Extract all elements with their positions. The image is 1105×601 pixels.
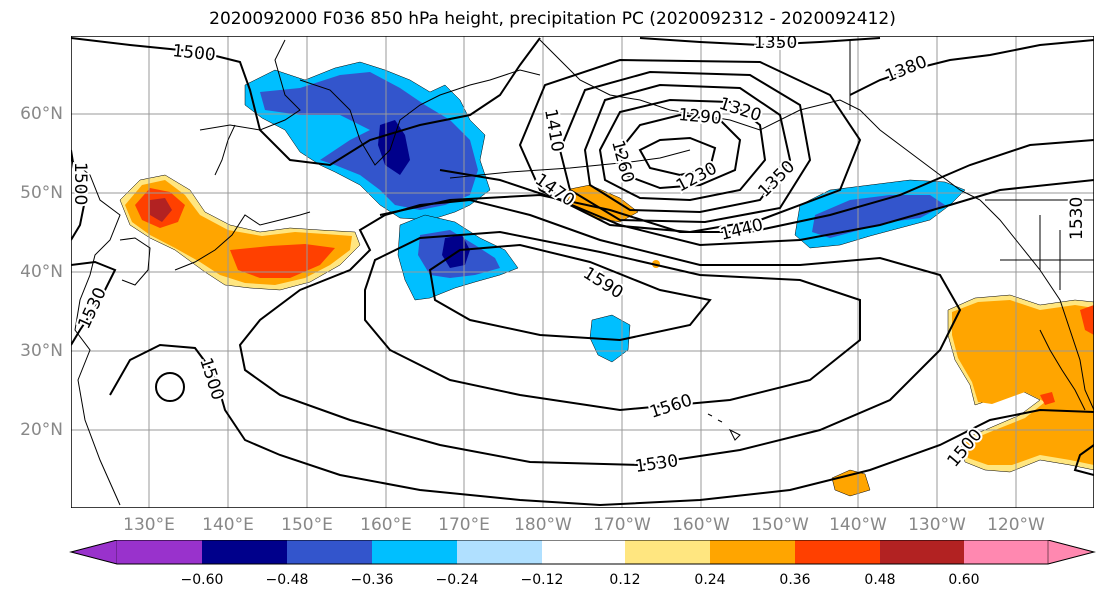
coastlines xyxy=(71,39,1094,506)
contour-inner-low-2 xyxy=(618,113,742,190)
clabel-1350-top: 1350 xyxy=(754,36,797,53)
contour-1380 xyxy=(849,39,1094,96)
colorbar-bin-orange xyxy=(710,540,795,564)
contour-1530-west xyxy=(71,260,117,346)
colorbar-bin-cyan xyxy=(372,540,457,564)
lon-label-150e: 150°E xyxy=(281,515,333,535)
contour-1350 xyxy=(639,37,881,47)
contour-1560 xyxy=(364,230,861,412)
height-contours xyxy=(71,37,1094,507)
clabel-1230: 1230 xyxy=(673,158,721,196)
coast-aleutians xyxy=(449,149,691,179)
coast-japan xyxy=(174,211,311,271)
colorbar-tick-048: 0.48 xyxy=(864,572,896,588)
colorbar-extend-right xyxy=(1047,540,1095,565)
clabel-1380: 1380 xyxy=(882,52,930,87)
colorbar-bin-navy xyxy=(202,540,287,564)
map-canvas: 1500 1350 1380 1320 1290 1260 1230 1410 … xyxy=(71,36,1094,508)
colorbar-outline xyxy=(69,540,1096,565)
lat-label-50n: 50°N xyxy=(20,183,63,203)
contour-1440 xyxy=(379,139,1094,233)
colorbar-bin-lightblue xyxy=(457,540,542,564)
contour-1320 xyxy=(583,83,792,214)
lon-label-180w: 180°W xyxy=(514,515,572,535)
colorbar-bin-redorange xyxy=(795,540,880,564)
colorbar-tick-neg060: −0.60 xyxy=(180,572,224,588)
clabel-1590: 1590 xyxy=(579,263,626,303)
clabel-1260: 1260 xyxy=(607,138,638,185)
lon-label-140e: 140°E xyxy=(202,515,254,535)
lon-label-120w: 120°W xyxy=(987,515,1045,535)
colorbar-tick-neg012: −0.12 xyxy=(520,572,564,588)
colorbar-tick-012: 0.12 xyxy=(609,572,641,588)
shading-positive xyxy=(119,174,1094,497)
lon-label-160w: 160°W xyxy=(672,515,730,535)
colorbar-tick-060: 0.60 xyxy=(948,572,980,588)
contour-1500-north xyxy=(71,37,541,167)
contour-1470 xyxy=(439,169,1094,247)
contour-1500-east xyxy=(1073,444,1094,476)
positive-anomaly-asia-red xyxy=(135,188,335,278)
lon-label-170e: 170°E xyxy=(438,515,490,535)
contour-1500-south xyxy=(109,343,1094,507)
map-title: 2020092000 F036 850 hPa height, precipit… xyxy=(209,9,896,29)
lat-label-30n: 30°N xyxy=(20,341,63,361)
clabel-1500-north: 1500 xyxy=(171,41,216,65)
colorbar-bin-pink xyxy=(964,540,1048,564)
contour-1410 xyxy=(518,58,862,234)
lon-label-130w: 130°W xyxy=(908,515,966,535)
colorbar-bin-white xyxy=(542,540,625,564)
colorbar-bin-purple xyxy=(117,540,202,564)
contour-inner-low-3 xyxy=(598,98,767,202)
graticule xyxy=(71,36,1094,508)
coast-kamchatka xyxy=(299,69,541,166)
colorbar-tick-neg048: −0.48 xyxy=(265,572,309,588)
colorbar-extend-left xyxy=(70,540,118,565)
coast-korea xyxy=(119,237,151,286)
contour-1590 xyxy=(428,243,712,342)
colorbar-bin-yellow xyxy=(625,540,710,564)
positive-anomaly-asia-darkred xyxy=(150,198,172,222)
clabel-1530-south: 1530 xyxy=(634,451,680,477)
colorbar-tick-036: 0.36 xyxy=(779,572,811,588)
lat-label-40n: 40°N xyxy=(20,262,63,282)
canada-border xyxy=(849,40,1094,201)
clabel-1530-west: 1530 xyxy=(74,284,110,332)
lon-label-140w: 140°W xyxy=(829,515,887,535)
colorbar-tick-neg036: −0.36 xyxy=(350,572,394,588)
coast-alaska xyxy=(539,39,981,201)
clabel-1500-westedge: 1500 xyxy=(71,162,90,205)
clabel-1560: 1560 xyxy=(647,390,694,422)
clabel-1290: 1290 xyxy=(678,105,723,129)
clabel-1440: 1440 xyxy=(718,215,765,245)
contour-inner-low-1 xyxy=(638,136,717,177)
coast-baja xyxy=(1039,329,1086,411)
lon-label-170w: 170°W xyxy=(593,515,651,535)
coast-sakhalin xyxy=(214,124,236,176)
colorbar-bin-darkred xyxy=(880,540,964,564)
coast-na-west xyxy=(979,199,1094,411)
colorbar-tick-024: 0.24 xyxy=(694,572,726,588)
colorbar xyxy=(69,540,1096,565)
clabel-1500-south: 1500 xyxy=(195,355,227,402)
contour-1350-ring xyxy=(558,70,812,224)
negative-anomaly-blue-alaska xyxy=(812,195,945,238)
lon-label-150w: 150°W xyxy=(751,515,809,535)
hawaii-islands xyxy=(707,413,741,441)
clabel-1530-eastedge: 1530 xyxy=(1067,197,1087,240)
colorbar-tick-neg024: −0.24 xyxy=(435,572,479,588)
contour-1530 xyxy=(238,198,962,467)
lat-label-60n: 60°N xyxy=(20,104,63,124)
lon-label-130e: 130°E xyxy=(123,515,175,535)
state-borders xyxy=(1000,215,1094,290)
colorbar-bin-blue xyxy=(287,540,372,564)
contour-1500-west xyxy=(71,149,87,241)
coast-asia xyxy=(71,159,121,506)
contour-closed-small xyxy=(155,372,185,402)
lat-label-20n: 20°N xyxy=(20,420,63,440)
positive-anomaly-california-red xyxy=(1040,305,1094,405)
positive-anomaly-california-orange xyxy=(952,300,1094,465)
lon-label-160e: 160°E xyxy=(360,515,412,535)
